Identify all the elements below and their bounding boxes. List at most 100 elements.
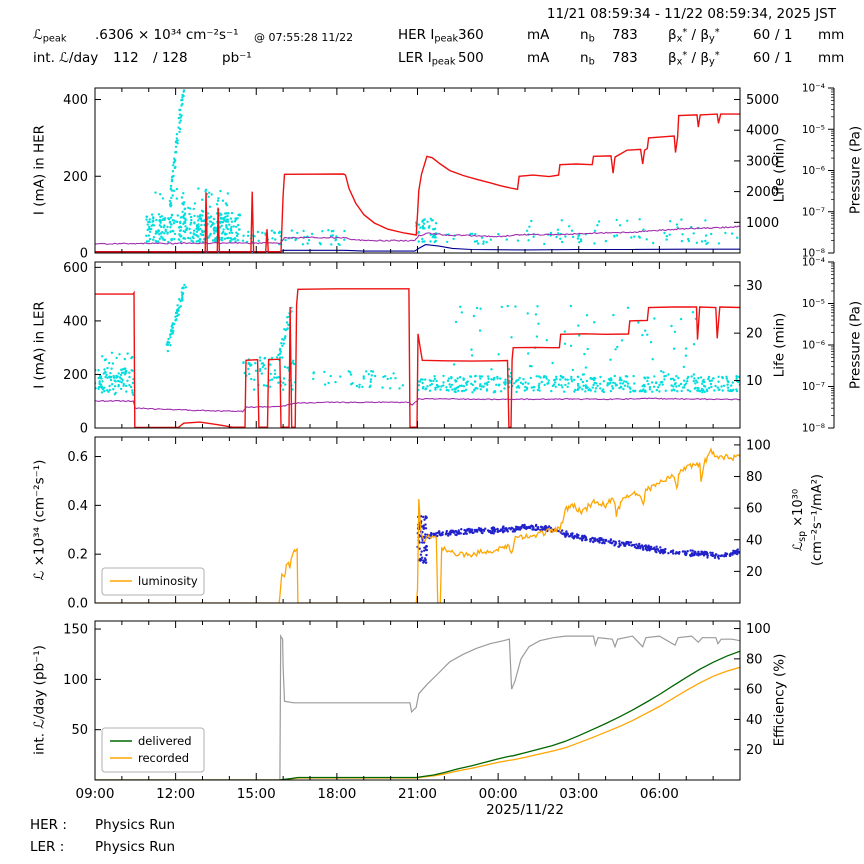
panel-ler-axes: 0 200 400 600 10 20 30 10⁻⁸ 10⁻⁷ 10⁻⁶ 10⁻⁵ 10⁻⁴ (63, 257, 835, 437)
axis-title-lsp-line2: (cm⁻²s⁻¹/mA²) (810, 473, 826, 567)
ler-ipeak-label: LER Ipeak (398, 50, 456, 68)
series-luminosity-line (95, 447, 740, 603)
her-beta-label: βx* / βy* (668, 27, 720, 45)
svg-text:40: 40 (746, 713, 763, 728)
axis-title-luminosity: ℒ ×10³⁴ (cm⁻²s⁻¹) (31, 459, 48, 581)
svg-text:10⁻⁸: 10⁻⁸ (802, 423, 825, 435)
ler-run-label: LER : (30, 839, 65, 855)
axis-title-her-current: I (mA) in HER (31, 124, 48, 216)
svg-text:15:00: 15:00 (237, 786, 276, 802)
svg-text:10⁻⁴: 10⁻⁴ (802, 257, 825, 269)
axis-title-int-luminosity: int. ℒ/day (pb⁻¹) (31, 645, 48, 755)
svg-text:150: 150 (63, 623, 88, 638)
lpeak-value: .6306 × 10³⁴ cm⁻²s⁻¹ (95, 27, 239, 43)
her-nb-value: 783 (612, 27, 638, 43)
her-beta-value2: / 1 (775, 27, 793, 43)
her-nb-label: nb (580, 27, 595, 45)
svg-text:10⁻⁸: 10⁻⁸ (802, 248, 825, 260)
panel-integrated: 50 100 150 20 40 60 80 100 delivered recorded (63, 620, 771, 781)
panel-ler: 0 200 400 600 10 20 30 10⁻⁸ 10⁻⁷ 10⁻⁶ 10⁻⁵ 10⁻⁴ (63, 257, 835, 437)
svg-text:03:00: 03:00 (559, 786, 598, 802)
her-ipeak-label: HER Ipeak (398, 27, 459, 45)
axis-title-her-pressure: Pressure (Pa) (847, 125, 864, 215)
series-ler-current-line (95, 288, 740, 428)
intl-unit: pb⁻¹ (222, 50, 252, 66)
svg-text:40: 40 (746, 533, 763, 548)
svg-text:10: 10 (746, 374, 763, 389)
panel-integrated-axes: 50 100 150 20 40 60 80 100 (63, 621, 771, 780)
svg-text:0.6: 0.6 (67, 450, 88, 465)
ler-nb-value: 783 (612, 50, 638, 66)
panel-luminosity-axes: 0.0 0.2 0.4 0.6 20 40 60 80 100 (67, 437, 771, 612)
ler-beta-unit: mm (818, 50, 845, 66)
svg-text:20: 20 (746, 327, 763, 342)
panel-her-series (95, 89, 740, 253)
svg-text:12:00: 12:00 (156, 786, 195, 802)
svg-text:18:00: 18:00 (317, 786, 356, 802)
axis-title-ler-life: Life (min) (771, 312, 788, 378)
intl-value2: / 128 (153, 50, 188, 66)
axis-title-her-life: Life (min) (771, 137, 788, 203)
svg-text:30: 30 (746, 279, 763, 294)
svg-text:10⁻⁷: 10⁻⁷ (802, 206, 825, 218)
series-her-life-scatter (145, 89, 739, 247)
svg-text:2000: 2000 (746, 185, 779, 200)
svg-text:80: 80 (746, 652, 763, 667)
svg-text:10⁻⁵: 10⁻⁵ (802, 298, 825, 310)
series-her-pressure-line (95, 225, 740, 245)
svg-text:20: 20 (746, 565, 763, 580)
svg-text:80: 80 (746, 470, 763, 485)
her-ipeak-value: 360 (458, 27, 484, 43)
ler-run-value: Physics Run (95, 839, 176, 855)
svg-text:10⁻⁵: 10⁻⁵ (802, 124, 825, 136)
panel-her-axes: 0 200 400 1000 2000 3000 4000 5000 10⁻⁸ 10⁻⁷ 10⁻⁶ 1… (63, 83, 835, 262)
svg-text:100: 100 (746, 622, 771, 637)
series-efficiency-line (95, 633, 740, 780)
svg-text:200: 200 (63, 170, 88, 185)
svg-text:00:00: 00:00 (479, 786, 518, 802)
series-her-current-line (95, 113, 740, 253)
svg-text:600: 600 (63, 261, 88, 276)
svg-text:0.0: 0.0 (67, 597, 88, 612)
her-beta-unit: mm (818, 27, 845, 43)
svg-text:50: 50 (71, 723, 88, 738)
svg-text:3000: 3000 (746, 154, 779, 169)
svg-text:60: 60 (746, 502, 763, 517)
svg-text:2025/11/22: 2025/11/22 (486, 802, 564, 818)
ler-nb-label: nb (580, 50, 595, 68)
svg-text:4000: 4000 (746, 124, 779, 139)
series-specific-luminosity-scatter (416, 515, 740, 564)
svg-text:10⁻⁶: 10⁻⁶ (802, 340, 825, 352)
svg-text:200: 200 (63, 368, 88, 383)
svg-text:10⁻⁴: 10⁻⁴ (802, 83, 825, 95)
axis-title-lsp-line1: ℒsp ×10³⁰ (790, 488, 809, 552)
panel-her: 0 200 400 1000 2000 3000 4000 5000 10⁻⁸ 10⁻⁷ 10⁻⁶ 1… (63, 83, 835, 262)
x-axis-labels: 09:00 12:00 15:00 18:00 21:00 00:00 03:00 06:00… (76, 786, 679, 818)
her-run-value: Physics Run (95, 817, 176, 833)
svg-text:10⁻⁷: 10⁻⁷ (802, 381, 825, 393)
her-run-label: HER : (30, 817, 67, 833)
svg-text:20: 20 (746, 743, 763, 758)
svg-text:100: 100 (63, 673, 88, 688)
svg-text:5000: 5000 (746, 93, 779, 108)
her-ipeak-unit: mA (527, 27, 550, 43)
panel-ler-series (95, 283, 740, 428)
panel-luminosity-series (95, 447, 740, 603)
ler-ipeak-value: 500 (458, 50, 484, 66)
svg-text:0.4: 0.4 (67, 499, 88, 514)
panel-luminosity: 0.0 0.2 0.4 0.6 20 40 60 80 100 luminosity (67, 436, 771, 612)
series-ler-life-scatter (95, 283, 740, 396)
axis-title-ler-pressure: Pressure (Pa) (847, 300, 864, 390)
lpeak-at: @ 07:55:28 11/22 (254, 31, 354, 44)
intl-label: int. ℒ/day (33, 50, 99, 66)
legend-integrated: delivered recorded (101, 727, 205, 773)
svg-text:delivered: delivered (138, 734, 192, 748)
svg-text:recorded: recorded (138, 751, 189, 765)
svg-text:21:00: 21:00 (398, 786, 437, 802)
svg-text:60: 60 (746, 683, 763, 698)
svg-text:400: 400 (63, 93, 88, 108)
svg-text:400: 400 (63, 314, 88, 329)
svg-text:0: 0 (80, 247, 88, 262)
ler-beta-value: 60 (753, 50, 771, 66)
